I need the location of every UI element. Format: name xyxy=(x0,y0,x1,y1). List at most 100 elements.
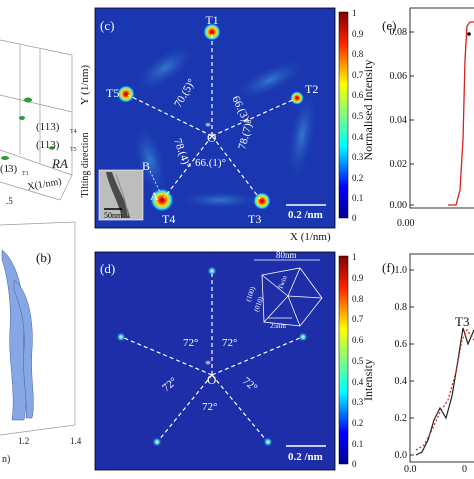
svg-text:0.5: 0.5 xyxy=(352,356,364,366)
inset-80nm: 80nm xyxy=(276,250,297,260)
angle-d-0: 72° xyxy=(183,337,198,349)
scalebar-d: 0.2 /nm xyxy=(288,451,323,463)
panel-f-label: (f) xyxy=(382,260,395,275)
sub-t4: T4 xyxy=(70,129,77,135)
svg-text:0.9: 0.9 xyxy=(352,273,364,283)
spot-t4 xyxy=(150,188,174,212)
svg-text:0.8: 0.8 xyxy=(352,294,364,304)
scalebar-c: 0.2 /nm xyxy=(288,209,323,221)
svg-text:0.6: 0.6 xyxy=(352,90,364,100)
spot-t2 xyxy=(290,91,304,105)
svg-text:0.7: 0.7 xyxy=(352,70,364,80)
ytick-e-4: 0.00 xyxy=(390,200,408,211)
label-t1: T1 xyxy=(205,13,218,27)
panel-c-label: (c) xyxy=(100,18,114,33)
svg-text:0: 0 xyxy=(352,213,357,223)
svg-text:0.1: 0.1 xyxy=(352,193,363,203)
panel-a: (113) T4 (113) T5 (1 3) T1 RA X(1/nm) .5 xyxy=(0,0,88,212)
ytick-f-0: 1.0 xyxy=(395,265,408,276)
ytick-f-5: 0.0 xyxy=(395,450,408,461)
svg-text:0.7: 0.7 xyxy=(352,314,364,324)
point-e xyxy=(467,32,471,36)
angle-d-4: 72° xyxy=(202,401,217,413)
colorbar-c xyxy=(338,11,349,219)
inset-scale-c: 50nm xyxy=(104,211,123,220)
center-star-d: * xyxy=(205,357,211,371)
y-axis-c: Y (1/nm) xyxy=(79,65,91,106)
map-d xyxy=(94,251,336,471)
panel-b-xlabel: n) xyxy=(2,454,10,465)
label-113-t4: (113) xyxy=(36,121,60,133)
label-113-t5: (113) xyxy=(36,139,60,151)
xtick-f-0: 0.0 xyxy=(404,464,417,474)
ytick-f-3: 0.4 xyxy=(395,376,408,387)
ylabel-e: Normalised Intensity xyxy=(361,60,375,161)
marker-b: B xyxy=(142,159,150,173)
tick-b-0: 1.2 xyxy=(18,436,29,446)
colorbar-d xyxy=(338,255,349,465)
spot-d-3 xyxy=(263,437,273,447)
colorbar-c-ticks: 1 0.9 0.8 0.7 0.6 0.5 0.4 0.3 0.2 0.1 0 xyxy=(352,8,364,223)
spot-d-2 xyxy=(298,332,308,342)
panel-b-label: (b) xyxy=(36,250,51,265)
label-3: 3) xyxy=(8,163,18,175)
tilt-label: Tilting direction xyxy=(80,133,91,198)
center-o-c: O xyxy=(207,130,216,145)
curve-e-red xyxy=(448,21,474,206)
ylabel-f: Intensity xyxy=(361,359,375,401)
ytick-f-2: 0.6 xyxy=(395,339,408,350)
angle-d-1: 72° xyxy=(222,337,237,349)
twin-schematic xyxy=(254,259,323,327)
center-star-c: * xyxy=(205,119,211,133)
svg-text:0.3: 0.3 xyxy=(352,152,364,162)
spot-t1 xyxy=(203,23,221,41)
colorbar-d-ticks: 1 0.9 0.8 0.7 0.6 0.5 0.4 0.3 0.2 0.1 0 xyxy=(352,252,364,469)
inset-25nm: 25nm xyxy=(270,322,287,330)
svg-text:0.1: 0.1 xyxy=(352,439,363,449)
ytick-e-1: 0.06 xyxy=(390,71,408,82)
svg-text:0: 0 xyxy=(352,459,357,469)
tick-b-1: 1.4 xyxy=(70,436,82,446)
center-o-d: O xyxy=(207,372,216,387)
svg-text:0.4: 0.4 xyxy=(352,377,364,387)
panel-e-label: (e) xyxy=(382,18,396,33)
panel-e: 0.08 0.06 0.04 0.02 0.00 (e) Normalised … xyxy=(361,7,474,229)
label-t2: T2 xyxy=(305,82,318,96)
label-t4: T4 xyxy=(162,212,175,226)
ytick-e-2: 0.04 xyxy=(390,115,408,126)
label-t5: T5 xyxy=(106,86,119,100)
tick-x: .5 xyxy=(6,196,13,206)
ra-label: RA xyxy=(51,156,68,171)
angle-c-4: 66.(1)° xyxy=(195,157,226,169)
panel-d-label: (d) xyxy=(100,261,115,276)
annotation-t3: T3 xyxy=(455,314,469,329)
xtick-f-1: 0 xyxy=(462,464,467,474)
ytick-e-3: 0.02 xyxy=(390,159,408,170)
label-t3: T3 xyxy=(248,212,261,226)
svg-text:0.3: 0.3 xyxy=(352,397,364,407)
svg-text:0.2: 0.2 xyxy=(352,418,363,428)
sub-t5: T5 xyxy=(70,147,77,153)
panel-f: 1.0 0.8 0.6 0.4 0.2 0.0 (f) Intensity T3… xyxy=(361,253,474,475)
svg-text:0.2: 0.2 xyxy=(352,173,363,183)
svg-text:1: 1 xyxy=(352,252,357,262)
svg-text:1: 1 xyxy=(352,8,357,18)
panel-b: (b) 1.2 1.4 n) xyxy=(0,221,82,465)
plot-f-frame xyxy=(409,253,474,463)
sub-t1: T1 xyxy=(22,171,29,177)
curve-f-red xyxy=(415,328,474,451)
panel-d: * O 72° 72° 72° 72° 72° (d) 80nm (100) (… xyxy=(94,250,364,471)
marker-a: A xyxy=(150,189,159,203)
ytick-e-0: 0.08 xyxy=(390,27,408,38)
spot-d-1 xyxy=(207,266,217,276)
label-1: (1 xyxy=(0,163,9,175)
svg-text:0.9: 0.9 xyxy=(352,29,364,39)
svg-text:0.4: 0.4 xyxy=(352,132,364,142)
spot-d-4 xyxy=(152,437,162,447)
spot-d-5 xyxy=(116,332,126,342)
spot-t5 xyxy=(117,85,135,103)
spot-t3 xyxy=(253,192,271,210)
panel-c: * O 70.(5)° 66.(3)° 78.(4)° 78.(7)° 66.(… xyxy=(79,7,364,243)
ytick-f-1: 0.8 xyxy=(395,302,408,313)
